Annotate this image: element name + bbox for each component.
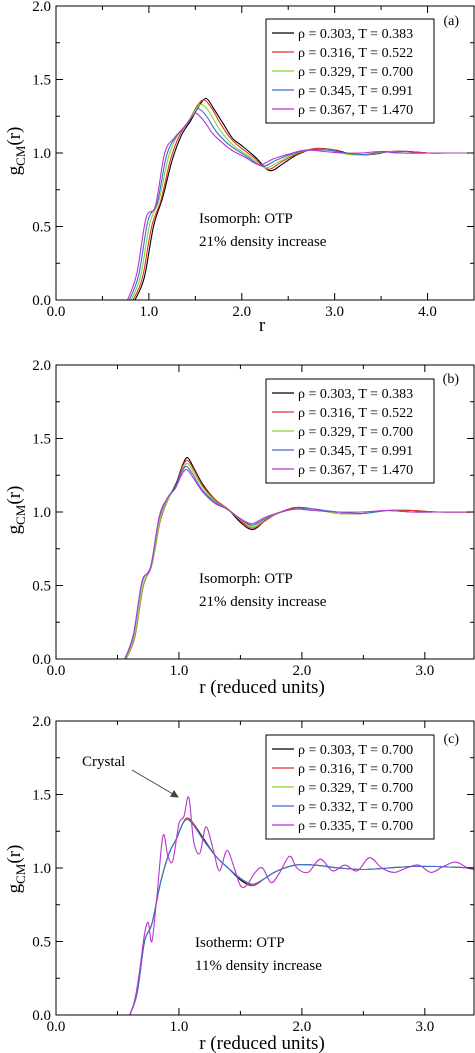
crystal-arrow — [131, 769, 179, 798]
legend: ρ = 0.303, T = 0.700 ρ = 0.316, T = 0.700… — [265, 734, 435, 840]
annotation-line-1: Isomorph: OTP — [199, 211, 293, 227]
series-line — [125, 459, 475, 660]
series-line — [126, 112, 474, 301]
x-tick-label: 1.0 — [170, 1019, 189, 1035]
y-tick-label: 1.0 — [32, 146, 51, 162]
series-line — [129, 796, 475, 1016]
annotation-line-1: Isomorph: OTP — [199, 571, 293, 587]
series-line — [125, 457, 475, 660]
legend-label: ρ = 0.316, T = 0.522 — [298, 406, 413, 421]
y-tick-label: 1.0 — [32, 505, 51, 521]
legend-label: ρ = 0.367, T = 1.470 — [298, 463, 413, 478]
legend: ρ = 0.303, T = 0.383 ρ = 0.316, T = 0.522… — [265, 378, 435, 484]
legend-label: ρ = 0.332, T = 0.700 — [298, 800, 413, 815]
x-tick-label: 1.0 — [170, 663, 189, 679]
y-tick-label: 1.5 — [32, 788, 51, 804]
y-tick-label: 0.5 — [32, 935, 51, 951]
x-tick-label: 0.0 — [47, 304, 66, 320]
panel-label: (c) — [443, 732, 459, 747]
legend-label: ρ = 0.329, T = 0.700 — [298, 781, 413, 796]
series-line — [129, 818, 475, 1016]
legend-label: ρ = 0.316, T = 0.522 — [298, 46, 413, 61]
panel-label: (b) — [443, 372, 460, 387]
y-tick-label: 2.0 — [32, 714, 51, 730]
legend-label: ρ = 0.316, T = 0.700 — [298, 762, 413, 777]
y-tick-label: 2.0 — [32, 358, 51, 374]
panel-b: (b) gCM(r) r (reduced units) Isomorph: O… — [4, 358, 475, 698]
y-tick-label: 1.5 — [32, 73, 51, 89]
legend-label: ρ = 0.329, T = 0.700 — [298, 425, 413, 440]
panel-c: (c) gCM(r) r (reduced units) Isotherm: O… — [4, 714, 475, 1053]
y-tick-label: 2.0 — [32, 0, 51, 15]
x-tick-label: 3.0 — [415, 1019, 434, 1035]
legend-label: ρ = 0.303, T = 0.700 — [298, 743, 413, 758]
y-axis-title: gCM(r) — [4, 486, 28, 535]
y-tick-label: 1.5 — [32, 432, 51, 448]
y-tick-label: 1.0 — [32, 861, 51, 877]
y-tick-label: 0.5 — [32, 220, 51, 236]
series-line — [129, 817, 475, 1016]
x-tick-label: 4.0 — [418, 304, 437, 320]
series-lines — [124, 457, 475, 660]
series-line — [129, 818, 475, 1016]
x-tick-label: 2.0 — [232, 304, 251, 320]
legend-box — [265, 18, 435, 124]
annotation-line-2: 21% density increase — [199, 594, 327, 610]
y-tick-label: 0.0 — [32, 1008, 51, 1024]
y-axis-title: gCM(r) — [4, 127, 28, 176]
series-line — [124, 468, 474, 660]
legend-label: ρ = 0.329, T = 0.700 — [298, 65, 413, 80]
annotation-line-1: Isotherm: OTP — [195, 935, 285, 951]
legend-label: ρ = 0.367, T = 1.470 — [298, 103, 413, 118]
crystal-arrow-label: Crystal — [82, 754, 125, 770]
series-line — [128, 108, 474, 301]
x-tick-label: 0.0 — [47, 663, 66, 679]
y-tick-label: 0.0 — [32, 293, 51, 309]
panel-label: (a) — [443, 14, 459, 29]
x-tick-label: 2.0 — [293, 663, 312, 679]
x-axis-title: r — [259, 315, 266, 336]
series-line — [124, 465, 474, 660]
series-lines — [129, 796, 475, 1016]
x-tick-label: 3.0 — [325, 304, 344, 320]
legend-label: ρ = 0.335, T = 0.700 — [298, 819, 413, 834]
series-lines — [126, 97, 474, 301]
x-tick-label: 3.0 — [415, 663, 434, 679]
series-line — [125, 462, 474, 660]
y-tick-label: 0.0 — [32, 652, 51, 668]
x-tick-label: 2.0 — [293, 1019, 312, 1035]
series-line — [134, 97, 474, 301]
panel-a: (a) gCM(r) r Isomorph: OTP 21% density i… — [4, 0, 475, 336]
annotation-line-2: 21% density increase — [199, 234, 327, 250]
annotation-line-2: 11% density increase — [195, 958, 322, 974]
legend-label: ρ = 0.345, T = 0.991 — [298, 444, 413, 459]
x-tick-label: 1.0 — [140, 304, 159, 320]
legend-box — [265, 734, 435, 840]
y-axis-title: gCM(r) — [4, 845, 28, 894]
legend-label: ρ = 0.303, T = 0.383 — [298, 27, 413, 42]
legend-label: ρ = 0.345, T = 0.991 — [298, 84, 413, 99]
x-axis-title: r (reduced units) — [199, 1033, 325, 1053]
y-tick-label: 0.5 — [32, 579, 51, 595]
legend-label: ρ = 0.303, T = 0.383 — [298, 387, 413, 402]
legend: ρ = 0.303, T = 0.383 ρ = 0.316, T = 0.522… — [265, 18, 435, 124]
series-line — [129, 817, 475, 1016]
x-axis-title: r (reduced units) — [199, 677, 325, 698]
x-tick-label: 0.0 — [47, 1019, 66, 1035]
